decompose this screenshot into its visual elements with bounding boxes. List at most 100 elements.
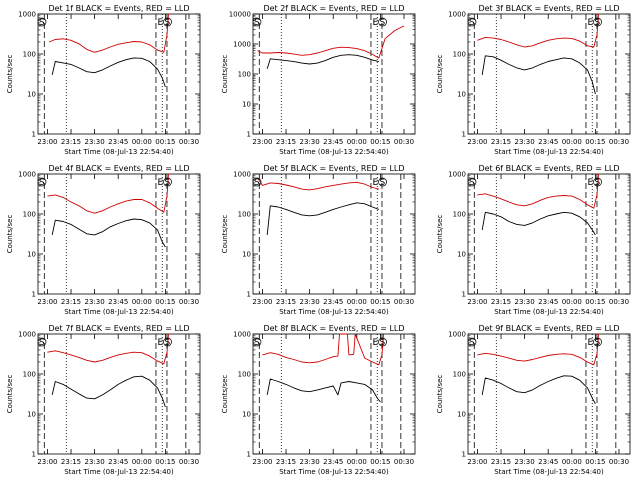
marker-circle xyxy=(467,177,477,187)
series-line xyxy=(477,333,599,366)
y-tick-label: 100 xyxy=(238,371,251,379)
x-tick-label: 23:00 xyxy=(467,458,487,466)
x-tick-label: 23:15 xyxy=(61,138,81,146)
y-tick-label: 1 xyxy=(462,451,466,459)
x-tick-label: 00:30 xyxy=(609,298,629,306)
chart-panel-4: Det 4f BLACK = Events, RED = LLD Counts/s… xyxy=(6,164,201,316)
series-line xyxy=(477,173,599,209)
plot-frame xyxy=(252,173,416,295)
marker-label-e: E xyxy=(373,18,379,28)
series-line xyxy=(266,54,379,69)
x-tick-label: 23:00 xyxy=(37,138,57,146)
marker-circle xyxy=(37,337,47,347)
x-tick-label: 23:45 xyxy=(323,458,343,466)
marker-circle xyxy=(467,337,477,347)
y-tick-label: 10 xyxy=(27,91,36,99)
marker-label-e: E xyxy=(373,178,379,188)
x-tick-label: 00:15 xyxy=(370,138,390,146)
y-axis-label: Counts/sec xyxy=(6,215,14,254)
plot-frame xyxy=(467,173,631,295)
marker-label-e: E xyxy=(158,338,164,348)
chart-title: Det 4f BLACK = Events, RED = LLD xyxy=(48,164,189,173)
chart-panel-5: Det 5f BLACK = Events, RED = LLD Counts/s… xyxy=(221,164,416,316)
x-axis-label: Start Time (08-Jul-13 22:54:40) xyxy=(494,308,604,316)
series-line xyxy=(51,375,166,408)
marker-label-e: E xyxy=(158,178,164,188)
chart-panel-9: Det 9f BLACK = Events, RED = LLD Counts/s… xyxy=(436,324,631,476)
marker-label-s: S xyxy=(469,18,475,28)
chart-panel-2: Det 2f BLACK = Events, RED = LLD Counts/s… xyxy=(221,4,416,156)
chart-title: Det 5f BLACK = Events, RED = LLD xyxy=(263,164,404,173)
marker-label-e: E xyxy=(373,338,379,348)
marker-circle xyxy=(37,177,47,187)
chart-title: Det 6f BLACK = Events, RED = LLD xyxy=(478,164,619,173)
chart-title: Det 9f BLACK = Events, RED = LLD xyxy=(478,324,619,333)
y-tick-label: 10 xyxy=(27,251,36,259)
x-tick-label: 00:15 xyxy=(155,138,175,146)
marker-circle xyxy=(163,337,172,347)
marker-label-s: S xyxy=(39,18,45,28)
marker-label-s: S xyxy=(595,18,601,28)
marker-label-s: S xyxy=(469,178,475,188)
y-tick-label: 1000 xyxy=(448,11,466,19)
x-axis-label: Start Time (08-Jul-13 22:54:40) xyxy=(279,468,389,476)
series-line xyxy=(51,218,166,248)
plot-frame xyxy=(467,13,631,135)
marker-circle xyxy=(467,17,477,27)
x-tick-label: 00:00 xyxy=(562,298,582,306)
x-tick-label: 00:00 xyxy=(132,458,152,466)
y-tick-label: 1 xyxy=(247,291,251,299)
chart-panel-8: Det 8f BLACK = Events, RED = LLD Counts/s… xyxy=(221,324,416,476)
series-line xyxy=(47,333,169,365)
x-axis-label: Start Time (08-Jul-13 22:54:40) xyxy=(279,308,389,316)
plot-frame xyxy=(37,333,201,455)
x-tick-label: 00:00 xyxy=(347,138,367,146)
marker-label-s: S xyxy=(165,18,171,28)
series-line xyxy=(257,25,405,59)
y-tick-label: 100 xyxy=(238,71,251,79)
y-tick-label: 10 xyxy=(27,411,36,419)
y-tick-label: 1000 xyxy=(233,41,251,49)
y-axis-label: Counts/sec xyxy=(436,55,444,94)
y-axis-label: Counts/sec xyxy=(436,215,444,254)
y-tick-label: 1000 xyxy=(18,331,36,339)
y-tick-label: 100 xyxy=(453,211,466,219)
marker-label-s: S xyxy=(254,338,260,348)
x-tick-label: 23:00 xyxy=(252,298,272,306)
y-tick-label: 100 xyxy=(453,51,466,59)
marker-circle xyxy=(378,17,387,27)
x-tick-label: 23:00 xyxy=(467,298,487,306)
x-axis-label: Start Time (08-Jul-13 22:54:40) xyxy=(279,148,389,156)
marker-label-s: S xyxy=(595,178,601,188)
x-tick-label: 00:00 xyxy=(132,298,152,306)
y-tick-label: 1 xyxy=(32,451,36,459)
marker-circle xyxy=(37,17,47,27)
y-axis-label: Counts/sec xyxy=(6,375,14,414)
x-tick-label: 23:15 xyxy=(276,298,296,306)
chart-panel-3: Det 3f BLACK = Events, RED = LLD Counts/s… xyxy=(436,4,631,156)
y-tick-label: 1000 xyxy=(18,11,36,19)
y-axis-label: Counts/sec xyxy=(6,55,14,94)
x-tick-label: 00:30 xyxy=(609,458,629,466)
marker-circle xyxy=(252,337,262,347)
marker-circle xyxy=(163,17,172,27)
series-line xyxy=(481,375,596,405)
x-tick-label: 23:45 xyxy=(538,138,558,146)
chart-title: Det 3f BLACK = Events, RED = LLD xyxy=(478,4,619,13)
series-line xyxy=(481,55,596,95)
series-line xyxy=(51,57,166,88)
x-tick-label: 00:00 xyxy=(347,298,367,306)
x-tick-label: 23:00 xyxy=(37,458,57,466)
marker-label-s: S xyxy=(380,338,386,348)
y-tick-label: 100 xyxy=(23,211,36,219)
marker-label-e: E xyxy=(588,338,594,348)
y-tick-label: 10 xyxy=(242,101,251,109)
x-axis-label: Start Time (08-Jul-13 22:54:40) xyxy=(494,148,604,156)
marker-label-s: S xyxy=(595,338,601,348)
marker-label-s: S xyxy=(380,178,386,188)
series-line xyxy=(266,202,379,235)
plot-frame xyxy=(252,333,416,455)
y-tick-label: 10000 xyxy=(229,11,251,19)
plot-frame xyxy=(37,173,201,295)
x-tick-label: 23:15 xyxy=(491,458,511,466)
